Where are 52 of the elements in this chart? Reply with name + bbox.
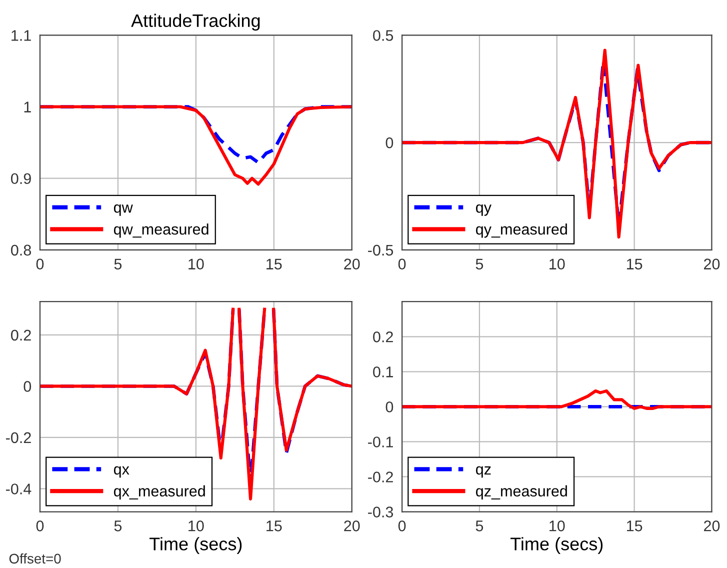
legend-label: qw: [114, 204, 133, 216]
legend-label: qx_measured: [114, 485, 205, 500]
y-tick-label: -0.3: [368, 506, 394, 518]
x-tick-label: 5: [114, 520, 122, 532]
y-tick-label: -0.2: [6, 432, 31, 444]
x-tick-label: 0: [398, 258, 406, 270]
x-tick-label: 5: [476, 258, 484, 270]
y-tick-label: 0.2: [11, 330, 31, 341]
x-tick-label: 15: [266, 520, 282, 532]
legend-label: qz_measured: [476, 485, 567, 500]
x-tick-label: 0: [398, 520, 406, 532]
x-tick-label: 20: [344, 258, 360, 270]
x-tick-label: 15: [626, 520, 642, 532]
y-tick-label: -0.1: [368, 436, 393, 448]
y-tick-label: 0.9: [11, 173, 31, 184]
y-tick-label: 0.8: [11, 244, 31, 256]
legend-label: qz: [476, 466, 491, 478]
x-tick-label: 15: [266, 258, 282, 270]
x-tick-label: 0: [36, 258, 44, 270]
x-tick-label: 0: [36, 520, 44, 532]
x-tick-label: 10: [550, 520, 565, 532]
legend-label: qw_measured: [114, 223, 208, 238]
legend-label: qy_measured: [476, 223, 567, 238]
line-series: [402, 389, 712, 410]
y-tick-label: 1: [24, 102, 31, 112]
x-tick-label: 5: [114, 258, 122, 270]
y-tick-label: 0: [24, 381, 32, 392]
line-series: [40, 105, 352, 186]
legend-label: qx: [114, 466, 130, 478]
y-tick-label: -0.4: [6, 484, 32, 494]
x-tick-label: 10: [550, 258, 565, 270]
x-tick-label: 20: [344, 520, 360, 532]
y-tick-label: 0: [386, 137, 394, 148]
x-tick-label: 5: [476, 520, 484, 532]
y-tick-label: -0.2: [368, 472, 393, 482]
y-tick-label: 0: [386, 402, 394, 412]
x-tick-label: 20: [704, 520, 720, 532]
x-tick-label: 10: [188, 258, 204, 270]
legend-label: qy: [476, 204, 492, 216]
y-tick-label: -0.5: [368, 244, 394, 256]
chart-title: AttitudeTracking: [131, 14, 260, 31]
y-tick-label: 1.1: [12, 30, 31, 41]
x-axis-title: Time (secs): [150, 537, 242, 554]
x-axis-title: Time (secs): [510, 537, 603, 554]
text: Offset=0: [9, 553, 61, 564]
line-series: [40, 105, 352, 164]
x-tick-label: 10: [188, 520, 204, 532]
y-tick-label: 0.1: [373, 366, 393, 378]
y-tick-label: 0.5: [373, 30, 394, 41]
y-tick-label: 0.2: [373, 332, 393, 342]
x-tick-label: 20: [704, 258, 720, 270]
x-tick-label: 15: [626, 258, 642, 270]
